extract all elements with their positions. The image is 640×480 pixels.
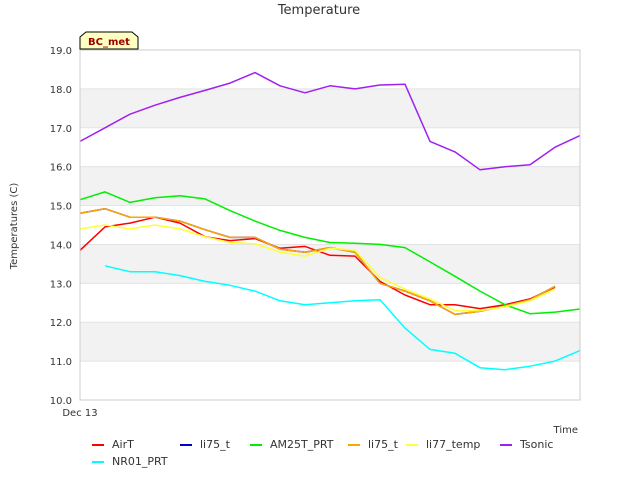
series-line — [79, 191, 581, 315]
legend-label: AM25T_PRT — [270, 438, 334, 451]
y-tick-label: 12.0 — [50, 318, 72, 329]
series-line — [79, 224, 556, 312]
y-tick-label: 15.0 — [50, 202, 72, 213]
plot-area-frame — [79, 49, 581, 401]
plot-band — [80, 88, 580, 128]
plot-band — [80, 166, 580, 206]
chart-title: Temperature — [277, 3, 360, 18]
legend: AirT li75_t AM25T_PRT li75_t li77_temp Tsonic… — [92, 438, 553, 468]
legend-label: AirT — [112, 438, 134, 451]
y-tick-label: 17.0 — [50, 124, 72, 135]
plot-band — [80, 322, 580, 362]
x-tick-label: Dec 13 — [62, 408, 97, 419]
y-tick-label: 19.0 — [50, 46, 72, 57]
legend-label: li75_t — [368, 438, 399, 451]
legend-label: Tsonic — [519, 438, 553, 451]
series-line — [79, 207, 556, 316]
series-lines — [79, 71, 581, 371]
series-line — [104, 265, 581, 371]
site-badge: BC_met — [79, 31, 139, 50]
y-tick-label: 10.0 — [50, 396, 72, 407]
y-axis-label: Temperatures (C) — [9, 183, 20, 271]
y-tick-label: 14.0 — [50, 240, 72, 251]
y-tick-label: 18.0 — [50, 85, 72, 96]
legend-label: li77_temp — [426, 438, 480, 451]
legend-label: NR01_PRT — [112, 455, 168, 468]
site-badge-box — [79, 31, 139, 50]
site-badge-label: BC_met — [88, 37, 130, 48]
y-tick-label: 13.0 — [50, 279, 72, 290]
plot-bands — [80, 88, 580, 362]
series-line — [79, 71, 581, 171]
x-axis-label: Time — [553, 425, 578, 436]
y-tick-label: 11.0 — [50, 357, 72, 368]
legend-label: li75_t — [200, 438, 231, 451]
y-tick-label: 16.0 — [50, 163, 72, 174]
y-tick-labels: 10.0 11.0 12.0 13.0 14.0 15.0 16.0 17.0 18.0 19.0 — [50, 46, 72, 407]
plot-band — [80, 244, 580, 284]
